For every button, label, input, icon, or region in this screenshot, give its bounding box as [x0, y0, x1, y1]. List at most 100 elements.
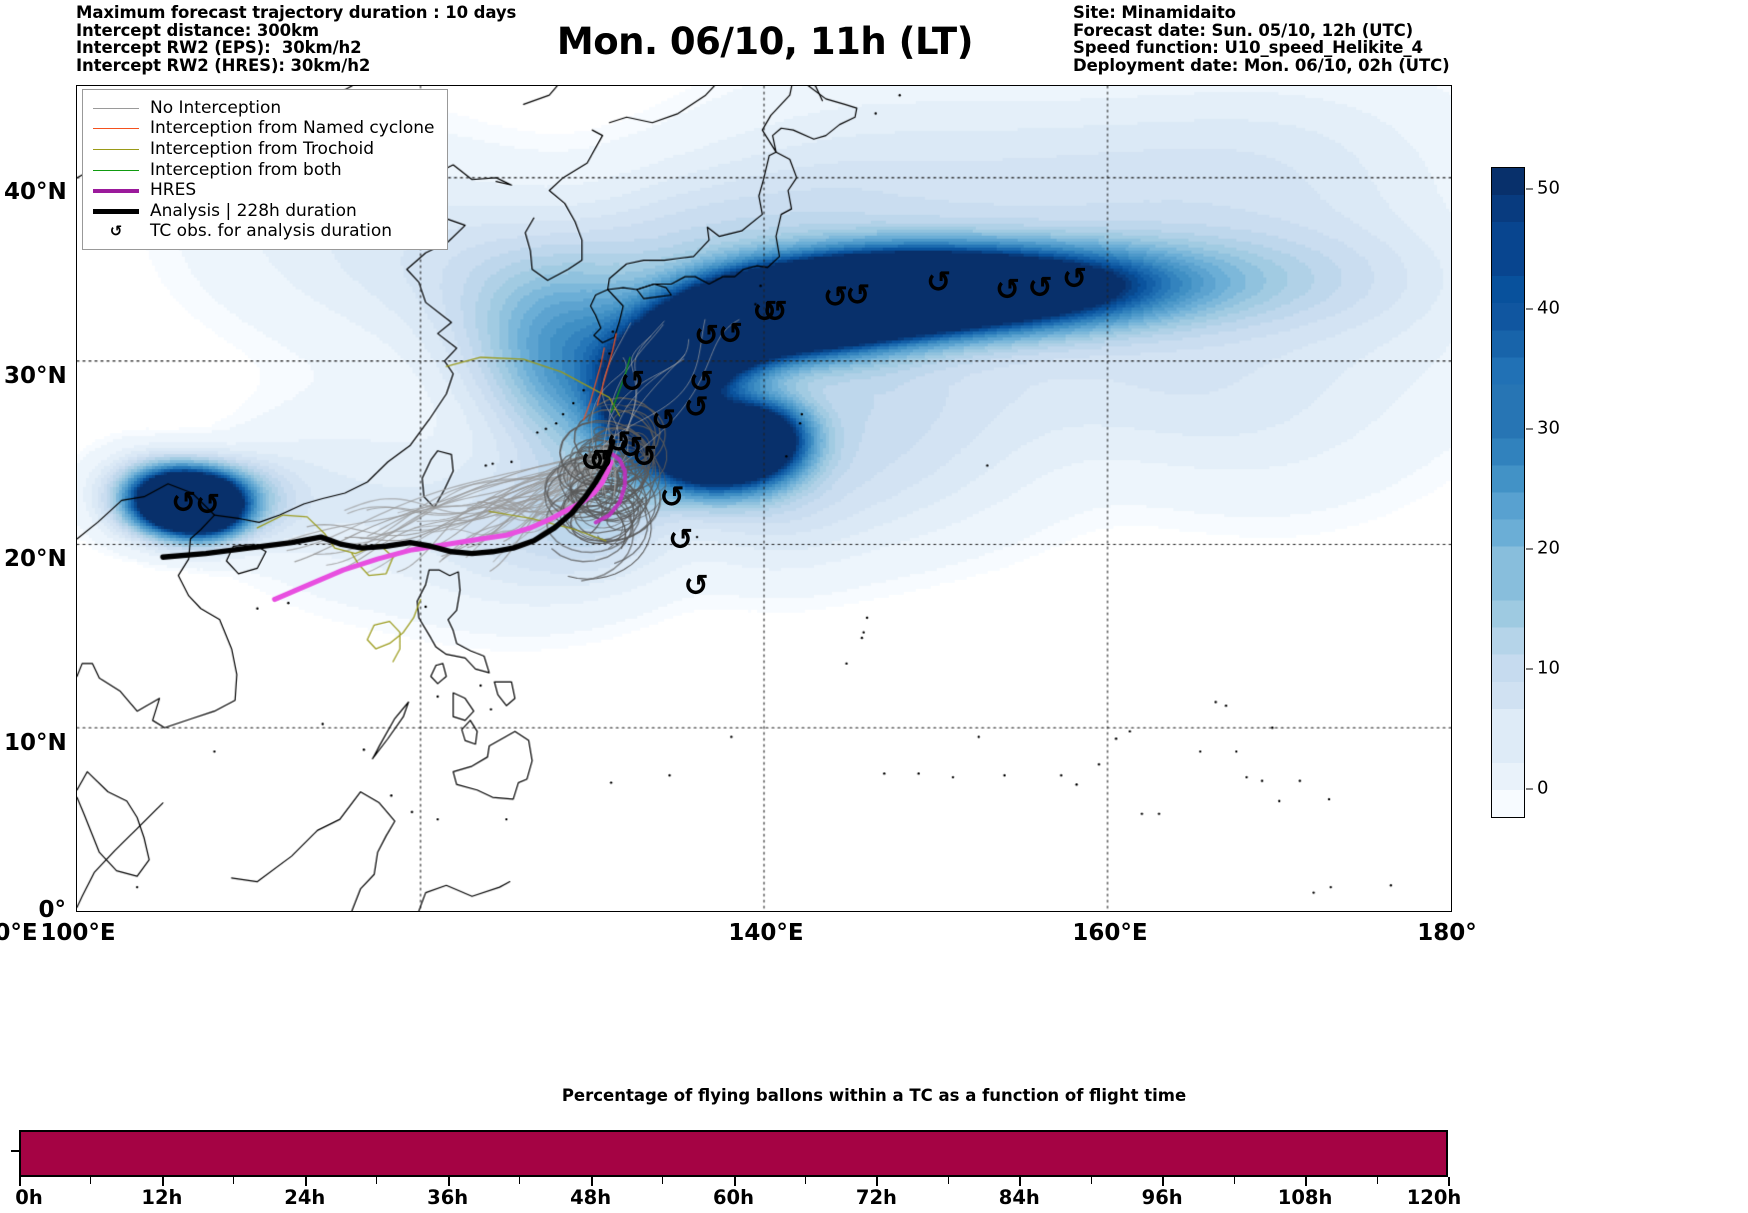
percentage-tick — [1019, 1177, 1022, 1186]
cyclone-icon: ↺ — [109, 222, 123, 241]
percentage-tick-label: 96h — [1141, 1186, 1183, 1209]
y-tick-0: 0° — [38, 897, 66, 923]
tc-observation-marker: ↺ — [1062, 261, 1087, 296]
info-line: Intercept distance: 300km — [76, 20, 319, 40]
tc-observation-marker: ↺ — [580, 443, 605, 478]
percentage-tick — [1090, 1177, 1092, 1184]
info-line: Forecast date: Sun. 05/10, 12h (UTC) — [1073, 20, 1414, 40]
colorbar-tick-30: 30 — [1526, 418, 1560, 439]
percentage-bar-title: Percentage of flying ballons within a TC… — [561, 1086, 1187, 1105]
percentage-tick-label: 12h — [141, 1186, 183, 1209]
legend-label-trochoid: Interception from Trochoid — [150, 138, 374, 159]
legend-item-both[interactable]: Interception from both — [93, 160, 435, 181]
percentage-tick — [304, 1177, 307, 1186]
colorbar-tick-20: 20 — [1526, 538, 1560, 559]
tc-observation-marker: ↺ — [620, 364, 645, 399]
colorbar-tick-10: 10 — [1526, 658, 1560, 679]
tc-observation-marker: ↺ — [752, 295, 777, 330]
percentage-tick — [662, 1177, 664, 1184]
percentage-tick — [876, 1177, 879, 1186]
percentage-tick — [590, 1177, 593, 1186]
percentage-tick-label: 60h — [712, 1186, 755, 1209]
percentage-tick-label: 84h — [998, 1186, 1040, 1209]
y-tick-20n: 20°N — [4, 546, 67, 572]
header-left-info: Maximum forecast trajectory duration : 1… — [76, 4, 516, 74]
header-right-info: Site: Minamidaito Forecast date: Sun. 05/… — [1073, 4, 1450, 74]
info-line: Speed function: U10_speed_Helikite_4 — [1073, 38, 1423, 57]
percentage-tick-label: 108h — [1277, 1186, 1333, 1209]
legend-swatch-both — [93, 169, 139, 171]
tc-observation-marker: ↺ — [694, 318, 719, 353]
legend-item-no-interception[interactable]: No Interception — [93, 98, 435, 119]
percentage-tick — [1376, 1177, 1378, 1184]
y-tick-40n: 40°N — [4, 179, 67, 205]
legend-label-tc-obs: TC obs. for analysis duration — [150, 221, 393, 242]
info-line: Intercept RW2 (HRES): 30km/h2 — [76, 55, 371, 75]
percentage-tick-label: 36h — [427, 1186, 469, 1209]
legend-swatch-no-interception — [93, 107, 139, 109]
legend-label-no-interception: No Interception — [150, 97, 282, 118]
y-tick-10n: 10°N — [4, 730, 67, 756]
percentage-tick — [376, 1177, 378, 1184]
percentage-tick — [1162, 1177, 1165, 1186]
info-line: Maximum forecast trajectory duration : 1… — [76, 3, 517, 22]
tc-observation-marker: ↺ — [651, 403, 676, 438]
percentage-tick-label: 0h — [15, 1186, 43, 1209]
x-tick-160e: 160°E — [1072, 920, 1148, 946]
legend-swatch-analysis — [93, 208, 139, 214]
forecast-map[interactable]: ↺ ↺ ↺ ↺ ↺ ↺ ↺ ↺ ↺ ↺ ↺ ↺ ↺ ↺ ↺ ↺ ↺ ↺ ↺ ↺ ↺ ↺ ↺ ↺ — [76, 85, 1452, 912]
percentage-tick — [1233, 1177, 1235, 1184]
map-legend[interactable]: No Interception Interception from Named … — [82, 89, 448, 251]
x-tick-100e: 100°E — [40, 920, 116, 946]
percentage-tick — [447, 1177, 450, 1186]
percentage-tick — [19, 1177, 21, 1186]
legend-label-both: Interception from both — [150, 159, 342, 180]
percentage-bar-fill — [21, 1132, 1446, 1175]
colorbar-tick-40: 40 — [1526, 298, 1560, 319]
legend-item-named-cyclone[interactable]: Interception from Named cyclone — [93, 119, 435, 140]
percentage-tick — [804, 1177, 806, 1184]
tc-observation-marker: ↺ — [684, 390, 709, 425]
percentage-tick-label: 120h — [1406, 1186, 1462, 1209]
percentage-tick — [233, 1177, 235, 1184]
tc-observation-marker: ↺ — [845, 278, 870, 313]
legend-label-hres: HRES — [150, 180, 197, 201]
colorbar-tick-0: 0 — [1526, 778, 1548, 799]
colorbar-title: Named cyclones forecast - Number of EPS … — [1580, 0, 1748, 168]
page-title: Mon. 06/10, 11h (LT) — [556, 20, 974, 63]
tc-observation-marker: ↺ — [763, 295, 788, 330]
legend-label-named-cyclone: Interception from Named cyclone — [150, 118, 435, 139]
colorbar-gradient — [1491, 167, 1525, 818]
percentage-bar-left-tick — [11, 1150, 19, 1152]
legend-item-analysis[interactable]: Analysis | 228h duration — [93, 201, 435, 222]
percentage-tick — [90, 1177, 92, 1184]
tc-observation-marker: ↺ — [660, 480, 685, 515]
tc-observation-marker: ↺ — [589, 443, 614, 478]
tc-observation-marker: ↺ — [606, 425, 631, 460]
percentage-tick — [947, 1177, 949, 1184]
tc-observation-marker: ↺ — [632, 440, 657, 475]
tc-observation-marker: ↺ — [668, 522, 693, 557]
legend-item-tc-obs[interactable]: ↺ TC obs. for analysis duration — [93, 222, 435, 243]
percentage-tick — [519, 1177, 521, 1184]
map-overlay: ↺↺↺↺↺↺ ↺↺↺↺↺ ↺↺↺↺↺↺↺ ↺↺ ↺ ↺ ↺ ↺ — [171, 261, 1087, 603]
legend-swatch-trochoid — [93, 148, 139, 150]
tc-observation-marker: ↺ — [823, 280, 848, 315]
colorbar[interactable]: 0 10 20 30 40 50 — [1491, 167, 1560, 818]
legend-swatch-named-cyclone — [93, 128, 139, 130]
tc-observation-marker: ↺ — [618, 431, 643, 466]
x-tick-180: 180° — [1417, 920, 1477, 946]
x-tick-120e: 120°E — [0, 920, 38, 946]
legend-label-analysis: Analysis | 228h duration — [150, 200, 357, 221]
colorbar-tick-50: 50 — [1526, 178, 1560, 199]
tc-observation-marker: ↺ — [171, 486, 196, 521]
tc-observation-marker: ↺ — [718, 317, 743, 352]
percentage-bar[interactable] — [19, 1130, 1448, 1177]
legend-item-trochoid[interactable]: Interception from Trochoid — [93, 139, 435, 160]
tc-observation-marker: ↺ — [926, 265, 951, 300]
legend-item-hres[interactable]: HRES — [93, 180, 435, 201]
percentage-tick — [1305, 1177, 1308, 1186]
percentage-tick-label: 72h — [855, 1186, 897, 1209]
tc-observation-marker: ↺ — [995, 272, 1020, 307]
info-line: Intercept RW2 (EPS): 30km/h2 — [76, 38, 362, 57]
